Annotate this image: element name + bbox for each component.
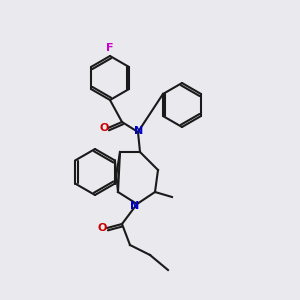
Text: N: N <box>134 126 144 136</box>
Text: O: O <box>99 123 109 133</box>
Text: F: F <box>106 43 114 53</box>
Text: N: N <box>130 201 140 211</box>
Text: O: O <box>97 223 107 233</box>
